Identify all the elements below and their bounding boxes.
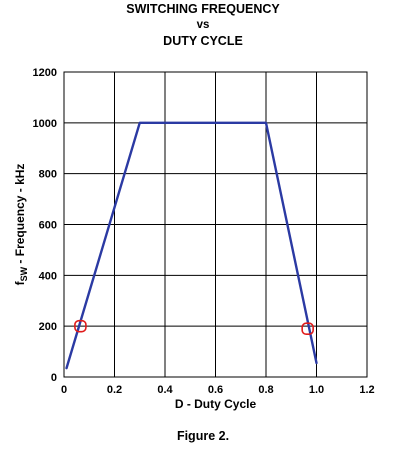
y-axis-label-rest: - Frequency - kHz (13, 164, 27, 267)
y-tick-label: 0 (51, 372, 57, 384)
y-tick-label: 600 (39, 220, 57, 232)
x-axis-label: D - Duty Cycle (175, 397, 257, 411)
series-line (65, 121, 318, 370)
y-axis-label-base: f (13, 280, 27, 285)
y-tick-label: 400 (39, 270, 57, 282)
x-tick-label: 0.2 (107, 384, 122, 396)
chart-title-line-2: vs (196, 19, 210, 31)
y-axis-label-subscript: SW (19, 266, 29, 281)
y-tick-label: 800 (39, 169, 57, 181)
chart-title-line-3: DUTY CYCLE (163, 34, 243, 48)
x-tick-label: 0.4 (157, 384, 173, 396)
x-tick-label: 0.8 (258, 384, 273, 396)
chart: 0 200 400 600 800 1000 1200 0 0.2 0.4 0.6 0.8 1.0 1.… (13, 67, 375, 411)
markers (74, 319, 314, 336)
x-tick-labels: 0 0.2 0.4 0.6 0.8 1.0 1.2 (61, 384, 375, 396)
y-tick-label: 1000 (33, 118, 57, 130)
y-tick-label: 1200 (33, 67, 57, 79)
y-axis-label: fSW - Frequency - kHz (13, 164, 29, 286)
x-tick-label: 1.2 (359, 384, 374, 396)
plot-frame (63, 71, 368, 378)
y-tick-label: 200 (39, 321, 57, 333)
x-tick-label: 1.0 (309, 384, 324, 396)
highlight-marker (74, 319, 87, 333)
x-tick-label: 0.6 (208, 384, 223, 396)
y-tick-labels: 0 200 400 600 800 1000 1200 (33, 67, 57, 384)
series (65, 121, 318, 370)
x-tick-label: 0 (61, 384, 67, 396)
chart-title-line-1: SWITCHING FREQUENCY (126, 2, 280, 16)
figure-caption: Figure 2. (176, 429, 230, 443)
highlight-marker (301, 322, 314, 336)
